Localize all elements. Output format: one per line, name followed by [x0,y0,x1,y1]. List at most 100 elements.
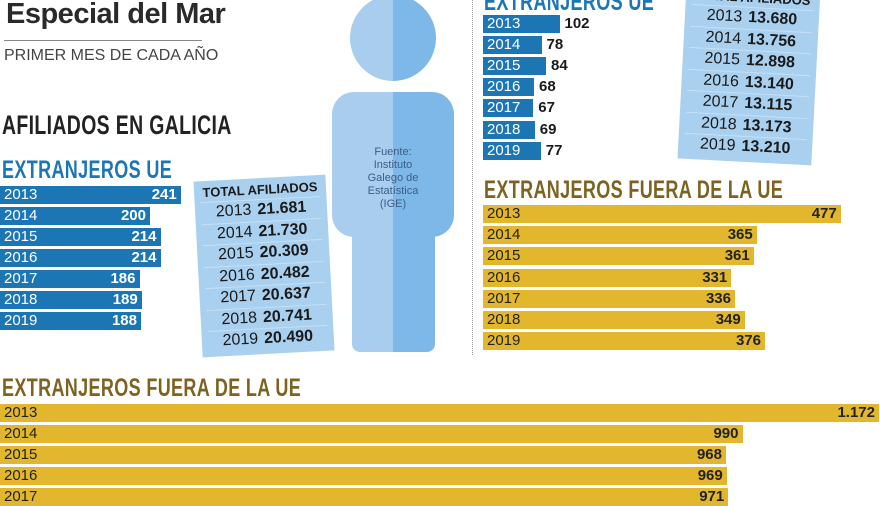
bar-value-label: 336 [705,289,731,307]
person-figure-icon [332,0,454,352]
bar-value-label: 968 [696,446,722,463]
bar-year-label: 2019 [487,141,521,159]
total-afiliados-table: TOTAL AFILIADOS201313.680201413.75620151… [677,0,821,165]
table-value: 13.680 [747,8,798,29]
bar-year-label: 2019 [487,332,521,350]
bar-year-label: 2015 [487,57,521,75]
table-value: 20.490 [263,327,314,348]
bar-value-label: 189 [112,291,138,308]
table-value: 20.741 [262,306,313,326]
bar-year-label: 2017 [487,99,521,117]
table-value: 13.210 [741,137,791,158]
bar-year-label: 2016 [4,249,38,266]
bar-year-label: 2016 [487,78,521,96]
bar-year-label: 2018 [487,311,521,328]
bar-value-label: 241 [151,186,177,203]
table-year: 2018 [700,114,738,133]
table-year: 2018 [221,308,258,328]
right-eu-title: EXTRANJEROS UE [484,0,655,16]
bar-2014: 2014 78 [483,36,563,55]
bar-year-label: 2014 [487,36,521,54]
table-value: 13.115 [743,94,793,115]
bar-2018: 2018 189 [0,291,142,309]
bar-value-label: 84 [551,57,568,75]
table-value: 13.140 [744,73,795,93]
bar-value-label: 331 [702,268,728,286]
bar-value-label: 971 [699,488,725,505]
table-year: 2014 [705,28,742,48]
source-line: Galego de [367,172,419,184]
bar-year-label: 2014 [4,207,38,224]
bar-year-label: 2018 [4,291,38,308]
table-value: 21.681 [256,198,307,219]
table-value: 20.309 [259,241,309,262]
table-year: 2013 [706,6,743,26]
bar-value-label: 365 [727,226,753,244]
bar-year-label: 2014 [4,425,38,442]
bar-value-label: 969 [697,467,723,484]
bar-year-label: 2013 [4,404,38,421]
bar-value-label: 214 [131,249,157,266]
bar-2015: 2015 361 [483,247,754,266]
bar-2019: 2019 376 [483,332,765,351]
bar-year-label: 2015 [4,446,38,463]
subtitle: PRIMER MES DE CADA AÑO [4,47,219,64]
bar-year-label: 2017 [487,289,521,307]
table-value: 13.756 [746,30,797,50]
bar-value-label: 102 [564,15,590,32]
bar-2017: 2017 971 [0,488,729,506]
bar-year-label: 2016 [4,467,38,484]
bar-2015: 2015 214 [0,228,161,246]
bar-2016: 2016 331 [483,268,732,287]
bar-year-label: 2015 [487,247,521,265]
source-note: Fuente: Instituto Galego de Estatística … [352,146,434,211]
left-eu-title: EXTRANJEROS UE [2,156,173,184]
bar-2014: 2014 365 [483,226,757,245]
bar-year-label: 2018 [487,120,521,138]
bar-2015: 2015 968 [0,446,726,464]
bar-year-label: 2013 [487,205,521,222]
bar-year-label: 2013 [4,186,38,203]
total-afiliados-table: TOTAL AFILIADOS 2013 21.681 2014 21.730 2015 2… [193,174,335,357]
bar-year-label: 2014 [487,226,521,244]
bar-value-label: 1.172 [837,404,875,421]
bar-2018: 2018 69 [483,120,556,139]
bar-2013: 2013 102 [483,15,590,33]
bar-2013: 2013 477 [483,205,841,223]
bar-2019: 2019 188 [0,312,141,330]
bar-value-label: 214 [131,228,157,245]
bar-2017: 2017 186 [0,270,140,288]
table-value: 13.173 [742,116,792,136]
bar-year-label: 2015 [4,228,38,245]
bar-2014: 2014 200 [0,207,150,225]
bar-value-label: 67 [538,99,555,117]
bar-2017: 2017 336 [483,289,735,308]
bar-year-label: 2017 [4,488,38,505]
bar-2013: 2013 1.172 [0,404,879,422]
column-divider [472,0,473,355]
bar-2016: 2016 214 [0,249,161,267]
bar-year-label: 2019 [4,312,38,329]
bar-value-label: 77 [545,141,563,159]
source-line: Instituto [373,159,413,171]
table-year: 2017 [702,92,739,112]
bar-value-label: 349 [715,311,741,328]
region-heading: AFILIADOS EN GALICIA [2,110,232,140]
bar-value-label: 990 [713,425,739,442]
table-year: 2013 [215,201,252,221]
bar-value-label: 376 [735,332,761,350]
bar-value-label: 78 [546,36,564,54]
table-value: 21.730 [258,220,308,240]
table-year: 2016 [218,266,256,285]
bottom-noneu-title: EXTRANJEROS FUERA DE LA UE [2,374,302,402]
bar-2014: 2014 990 [0,425,743,443]
bar-value-label: 69 [539,120,557,138]
table-year: 2017 [219,287,257,307]
bar-value-label: 186 [110,270,136,287]
bar-2017: 2017 67 [483,99,555,118]
table-value: 20.637 [261,284,312,305]
bar-2018: 2018 349 [483,311,745,329]
source-line: (IGE) [379,198,407,210]
bar-year-label: 2016 [487,268,521,286]
source-line: Estatística [367,185,419,197]
